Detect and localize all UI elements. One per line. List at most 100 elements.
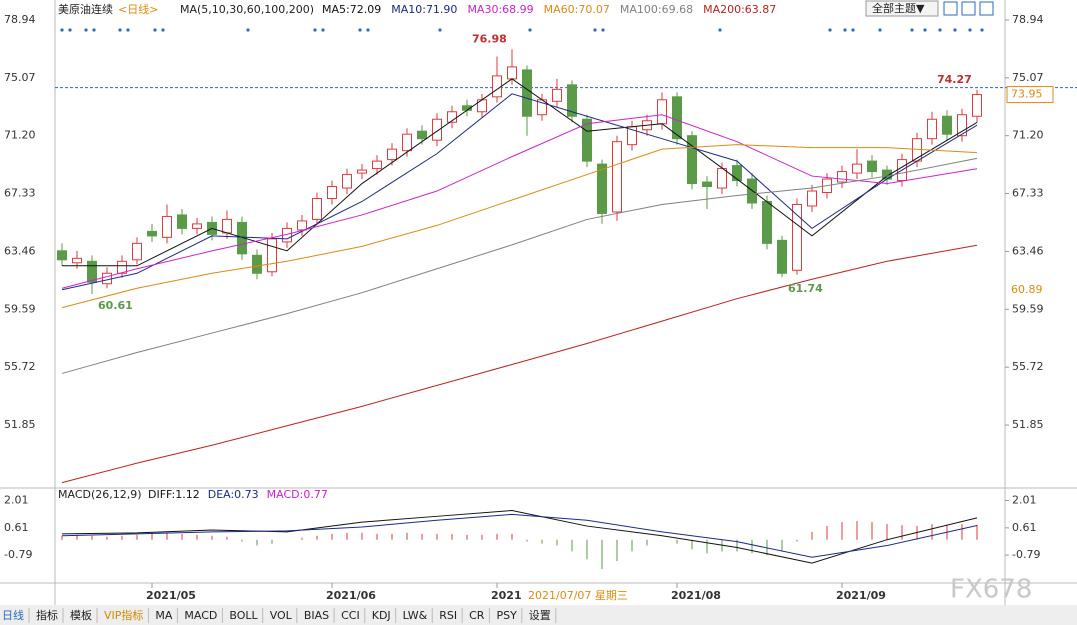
extreme-label: 60.61 <box>98 299 133 312</box>
macd-y-tick-label: -0.79 <box>4 548 32 561</box>
candle-body <box>102 272 112 285</box>
candle-body <box>672 96 682 140</box>
ma-line <box>62 78 978 267</box>
candle-body <box>522 69 532 117</box>
toolbar-tab[interactable]: BOLL <box>229 609 258 622</box>
macd-line <box>61 509 978 564</box>
candle-body <box>492 75 502 98</box>
candle-body <box>972 94 982 117</box>
candle-body <box>177 214 187 229</box>
legend-entry: MA10:71.90 <box>391 3 457 16</box>
candle-body <box>237 221 247 255</box>
theme-button[interactable] <box>865 0 939 17</box>
candle-body <box>57 250 67 261</box>
candle-body <box>342 174 352 189</box>
y-tick-label: 78.94 <box>4 13 36 26</box>
toolbar-tab[interactable]: KDJ <box>372 609 391 622</box>
y-tick-label-right: 51.85 <box>1012 418 1044 431</box>
ma-line <box>61 244 978 484</box>
candle-body <box>732 165 742 182</box>
toolbar-tab[interactable]: MA <box>155 609 172 622</box>
crosshair-date: 2021/07/07 星期三 <box>528 589 628 602</box>
candle-body <box>72 257 82 264</box>
candle-body <box>147 230 157 237</box>
macd-y-tick-label-right: -0.79 <box>1012 548 1040 561</box>
y-tick-label: 71.20 <box>4 129 36 142</box>
toolbar-tab[interactable]: VIP指标 <box>104 608 143 622</box>
macd-legend: DIFF:1.12 <box>148 488 200 501</box>
price-tag: 60.89 <box>1011 283 1043 296</box>
bottom-toolbar <box>0 605 1077 625</box>
toolbar-tab[interactable]: CCI <box>341 609 360 622</box>
candle-body <box>777 239 787 274</box>
candle-body <box>567 84 577 117</box>
toolbar-tab[interactable]: 日线 <box>2 608 24 622</box>
toolbar-tab[interactable]: MACD <box>184 609 217 622</box>
candle-body <box>717 168 727 189</box>
candle-body <box>192 223 202 229</box>
candle-body <box>162 215 172 238</box>
extreme-label: 74.27 <box>937 73 972 86</box>
y-tick-label: 75.07 <box>4 71 36 84</box>
toolbar-tab[interactable]: 指标 <box>36 608 58 622</box>
candle-body <box>327 186 337 199</box>
period-label[interactable]: <日线> <box>118 2 158 16</box>
toolbar-tab[interactable]: CR <box>469 609 485 622</box>
toolbar-tab[interactable]: 模板 <box>70 608 92 622</box>
ma-params: MA(5,10,30,60,100,200) <box>180 3 314 16</box>
candle-body <box>957 114 967 137</box>
candle-body <box>867 160 877 173</box>
price-tag-box <box>1006 86 1054 104</box>
candle-body <box>687 135 697 185</box>
candle-body <box>267 238 277 273</box>
macd-y-tick-label-right: 0.61 <box>1012 521 1037 534</box>
y-tick-label-right: 78.94 <box>1012 13 1044 26</box>
candle-body <box>702 181 712 188</box>
candle-body <box>942 115 952 135</box>
macd-y-tick-label-right: 2.01 <box>1012 494 1037 507</box>
candle-body <box>402 133 412 152</box>
candle-body <box>432 118 442 141</box>
y-tick-label: 55.72 <box>4 360 36 373</box>
toolbar-tab[interactable]: RSI <box>439 609 457 622</box>
candle-body <box>927 118 937 140</box>
toolbar-tab[interactable]: LW& <box>403 609 428 622</box>
candle-body <box>87 260 97 283</box>
y-tick-label-right: 67.33 <box>1012 187 1044 200</box>
candle-body <box>807 190 817 207</box>
candle-body <box>597 163 607 214</box>
legend-entry: MA100:69.68 <box>620 3 693 16</box>
ma-line <box>61 157 978 374</box>
toolbar-tab[interactable]: VOL <box>270 609 293 622</box>
watermark: FX678 <box>950 575 1032 605</box>
macd-legend: MACD:0.77 <box>267 488 328 501</box>
legend-entry: MA60:70.07 <box>544 3 610 16</box>
ma-line <box>61 114 978 289</box>
candle-body <box>372 160 382 170</box>
instrument-title: 美原油连续 <box>58 2 113 16</box>
x-tick-label: 2021 <box>491 589 522 602</box>
toolbar-tab[interactable]: PSY <box>496 609 517 622</box>
ma-line <box>61 144 978 309</box>
candle-body <box>387 148 397 161</box>
candle-body <box>612 141 622 213</box>
candle-body <box>132 242 142 261</box>
macd-y-tick-label: 2.01 <box>4 494 29 507</box>
ma-line <box>61 93 978 291</box>
x-tick-label: 2021/06 <box>326 589 376 602</box>
y-tick-label-right: 55.72 <box>1012 360 1044 373</box>
y-tick-label: 59.59 <box>4 302 36 315</box>
extreme-label: 61.74 <box>788 282 823 295</box>
window-icons[interactable] <box>943 1 994 16</box>
candle-body <box>252 254 262 274</box>
candle-body <box>117 260 127 274</box>
price-tag: 73.95 <box>1011 88 1043 101</box>
theme-button-label[interactable]: 全部主题▼ <box>872 1 925 15</box>
toolbar-tab[interactable]: BIAS <box>304 609 329 622</box>
x-tick-label: 2021/05 <box>146 589 196 602</box>
extreme-label: 76.98 <box>472 32 507 45</box>
toolbar-tab[interactable]: 设置 <box>529 609 551 622</box>
y-tick-label-right: 63.46 <box>1012 244 1044 257</box>
legend-entry: MA5:72.09 <box>322 3 381 16</box>
